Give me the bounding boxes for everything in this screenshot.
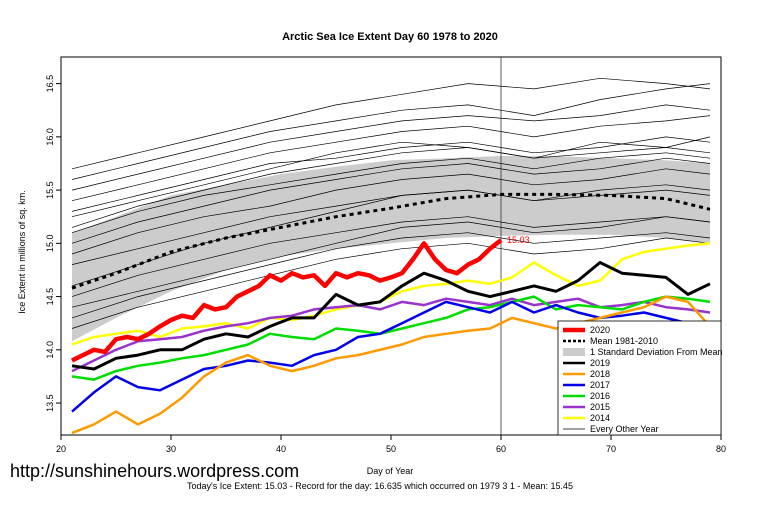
legend-item-2018-label: 2018 (590, 369, 610, 379)
legend-item-2016-label: 2016 (590, 391, 610, 401)
background-year-line-10 (71, 189, 711, 265)
chart-title: Arctic Sea Ice Extent Day 60 1978 to 202… (282, 31, 498, 43)
legend-item-1-standard-deviation-from-mean-swatch (563, 348, 585, 356)
y-tick-label-14: 14.0 (45, 341, 55, 359)
x-axis-label: Day of Year (367, 466, 414, 476)
y-tick-label-16.5: 16.5 (45, 75, 55, 93)
legend-item-mean-1981-2010-label: Mean 1981-2010 (590, 336, 658, 346)
y-tick-label-14.5: 14.5 (45, 288, 55, 306)
legend-item-2019-label: 2019 (590, 358, 610, 368)
legend-item-2020-label: 2020 (590, 325, 610, 335)
plot-area: 15.03 20 30 40 50 60 70 80 13.5 14.0 14.5 15.0 15.5 1… (45, 56, 726, 454)
background-year-line-5 (71, 157, 711, 244)
background-year-line-7 (71, 115, 711, 202)
current-value-label: 15.03 (507, 235, 530, 245)
x-tick-label-50: 50 (386, 444, 396, 454)
background-year-line-11 (71, 104, 711, 191)
legend-item-2014-label: 2014 (590, 413, 610, 423)
legend-item-2015-label: 2015 (590, 402, 610, 412)
series-line-2018 (71, 295, 711, 435)
legend-item-every-other-year-label: Every Other Year (590, 424, 659, 434)
legend-box (557, 320, 722, 436)
std-dev-band (72, 156, 710, 342)
watermark-url: http://sunshinehours.wordpress.com (10, 461, 300, 481)
x-tick-label-20: 20 (56, 444, 66, 454)
y-tick-label-15: 15.0 (45, 235, 55, 253)
background-year-line-9 (71, 152, 711, 234)
series-line-2014 (71, 242, 711, 346)
y-tick-label-16: 16.0 (45, 128, 55, 146)
background-year-line-14 (71, 232, 711, 319)
y-tick-label-15.5: 15.5 (45, 181, 55, 199)
background-year-line-3 (71, 83, 711, 180)
legend-item-2017-label: 2017 (590, 380, 610, 390)
x-tick-label-60: 60 (496, 444, 506, 454)
x-tick-label-30: 30 (166, 444, 176, 454)
background-year-line-16 (71, 77, 711, 170)
background-year-line-13 (71, 136, 711, 212)
y-tick-label-13.5: 13.5 (45, 394, 55, 412)
background-year-line-12 (71, 216, 711, 297)
y-axis-label: Ice Extent in millions of sq. km. (17, 190, 27, 314)
background-year-line-6 (71, 216, 711, 308)
background-year-line-2 (71, 168, 711, 255)
background-year-line-15 (71, 147, 711, 228)
footer-summary: Today's Ice Extent: 15.03 - Record for t… (187, 481, 573, 491)
series-line-mean-1981-2010 (71, 192, 711, 290)
background-year-line-8 (71, 237, 711, 329)
series-line-2019 (71, 261, 711, 371)
series-line-2016 (71, 295, 711, 381)
x-tick-label-70: 70 (606, 444, 616, 454)
x-tick-label-80: 80 (716, 444, 726, 454)
x-tick-label-40: 40 (276, 444, 286, 454)
legend-item-1-standard-deviation-from-mean-label: 1 Standard Deviation From Mean (590, 347, 723, 357)
series-line-2020 (71, 238, 503, 363)
